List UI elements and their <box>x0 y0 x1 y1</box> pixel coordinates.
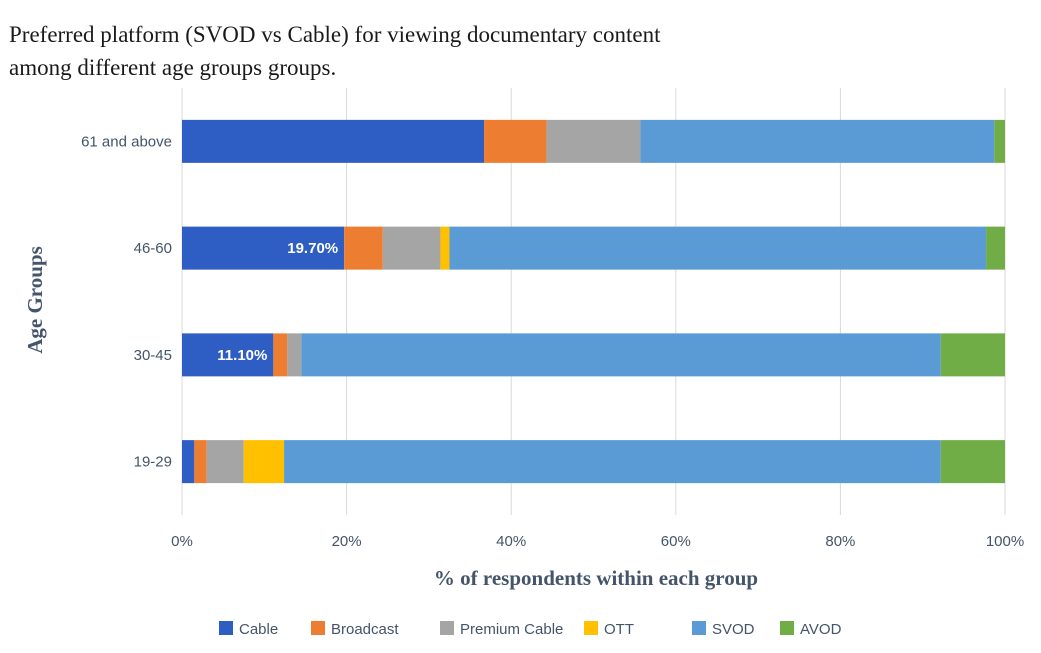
bar-segment-premium-cable <box>382 226 441 270</box>
legend-swatch <box>584 621 598 635</box>
category-axis: 61 and above 46-60 30-45 19-29 <box>81 133 172 470</box>
x-tick-label: 60% <box>661 533 691 550</box>
bar-segment-premium-cable <box>287 333 302 377</box>
bar-segment-premium-cable <box>206 440 244 484</box>
legend-swatch <box>440 621 454 635</box>
legend: Cable Broadcast Premium Cable OTT SVOD AVOD <box>219 621 842 638</box>
legend-label: AVOD <box>800 621 842 638</box>
legend-label: Cable <box>239 621 278 638</box>
legend-item-svod: SVOD <box>692 621 755 638</box>
legend-item-ott: OTT <box>584 621 634 638</box>
bar-segment-svod <box>640 119 995 163</box>
data-labels: 19.70% 11.10% <box>217 240 338 364</box>
x-axis-title: % of respondents within each group <box>434 566 758 590</box>
bar-segment-svod <box>284 440 941 484</box>
legend-item-avod: AVOD <box>780 621 842 638</box>
bar-segment-cable <box>182 226 345 270</box>
bar-segment-broadcast <box>273 333 288 377</box>
bar-segment-avod <box>986 226 1005 270</box>
bar-segment-cable <box>182 333 274 377</box>
bar-segment-avod <box>994 119 1005 163</box>
x-tick-label: 20% <box>332 533 362 550</box>
y-tick-label: 30-45 <box>134 347 172 364</box>
legend-swatch <box>780 621 794 635</box>
bar-segment-avod <box>940 333 1005 377</box>
bars <box>182 119 1005 484</box>
legend-label: Premium Cable <box>460 621 563 638</box>
x-tick-label: 100% <box>986 533 1024 550</box>
legend-item-cable: Cable <box>219 621 278 638</box>
bar-segment-svod <box>449 226 987 270</box>
bar-segment-premium-cable <box>546 119 641 163</box>
chart-title-line-2: among different age groups groups. <box>9 55 336 80</box>
bar-segment-avod <box>940 440 1005 484</box>
bar-segment-broadcast <box>194 440 207 484</box>
legend-item-broadcast: Broadcast <box>311 621 399 638</box>
bar-segment-svod <box>301 333 941 377</box>
bar-segment-broadcast <box>484 119 547 163</box>
data-label: 19.70% <box>287 240 338 257</box>
value-axis: 0% 20% 40% 60% 80% 100% <box>171 533 1024 550</box>
legend-label: Broadcast <box>331 621 399 638</box>
bar-segment-ott <box>243 440 285 484</box>
legend-label: SVOD <box>712 621 755 638</box>
legend-swatch <box>692 621 706 635</box>
legend-swatch <box>311 621 325 635</box>
y-tick-label: 46-60 <box>134 240 172 257</box>
x-tick-label: 0% <box>171 533 193 550</box>
bar-segment-cable <box>182 440 195 484</box>
legend-item-premium-cable: Premium Cable <box>440 621 563 638</box>
y-axis-title: Age Groups <box>23 246 47 354</box>
bar-segment-cable <box>182 119 485 163</box>
x-tick-label: 80% <box>825 533 855 550</box>
bar-segment-ott <box>440 226 450 270</box>
data-label: 11.10% <box>217 347 267 364</box>
y-tick-label: 61 and above <box>81 133 172 150</box>
y-tick-label: 19-29 <box>134 454 172 471</box>
legend-swatch <box>219 621 233 635</box>
x-tick-label: 40% <box>496 533 526 550</box>
chart-title-line-1: Preferred platform (SVOD vs Cable) for v… <box>9 22 661 47</box>
bar-segment-broadcast <box>344 226 383 270</box>
legend-label: OTT <box>604 621 634 638</box>
